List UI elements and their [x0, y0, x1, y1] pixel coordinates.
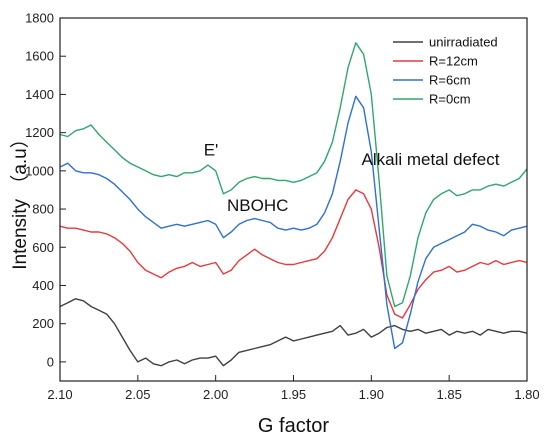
- annotation-label: E': [204, 141, 219, 160]
- x-tick-label: 1.95: [281, 387, 306, 402]
- y-tick-label: 1800: [25, 11, 54, 26]
- y-tick-label: 800: [32, 202, 54, 217]
- annotations: E' NBOHC Alkali metal defect: [204, 141, 500, 215]
- legend-label: R=0cm: [429, 92, 471, 107]
- y-tick-label: 200: [32, 316, 54, 331]
- series-line-1: [59, 189, 528, 319]
- x-tick-label: 2.00: [203, 387, 228, 402]
- series-line-0: [59, 298, 528, 367]
- x-tick-label: 2.10: [47, 387, 72, 402]
- x-axis: 2.10 2.05 2.00 1.95 1.90 1.85 1.80: [47, 375, 540, 402]
- series-lines: [59, 42, 528, 367]
- series-line-2: [59, 95, 528, 350]
- series-line-3: [59, 42, 528, 308]
- annotation-label: NBOHC: [227, 196, 288, 215]
- x-axis-title: G factor: [258, 415, 329, 437]
- legend-label: R=6cm: [429, 73, 471, 88]
- y-tick-label: 1600: [25, 49, 54, 64]
- x-tick-label: 2.05: [125, 387, 150, 402]
- legend-label: unirradiated: [429, 35, 498, 50]
- y-axis-title: Intensity （a.u）: [9, 129, 31, 269]
- annotation-label: Alkali metal defect: [362, 150, 500, 169]
- x-tick-label: 1.85: [437, 387, 462, 402]
- y-tick-label: 1000: [25, 163, 54, 178]
- y-tick-label: 1400: [25, 87, 54, 102]
- y-tick-label: 400: [32, 278, 54, 293]
- y-tick-label: 600: [32, 240, 54, 255]
- y-axis: 0 200 400 600 800 1000 1200 1400 1600 1800: [25, 11, 66, 369]
- legend-label: R=12cm: [429, 54, 478, 69]
- legend: unirradiated R=12cm R=6cm R=0cm: [393, 35, 498, 107]
- x-tick-label: 1.90: [359, 387, 384, 402]
- y-tick-label: 1200: [25, 125, 54, 140]
- y-tick-label: 0: [47, 354, 54, 369]
- x-tick-label: 1.80: [514, 387, 539, 402]
